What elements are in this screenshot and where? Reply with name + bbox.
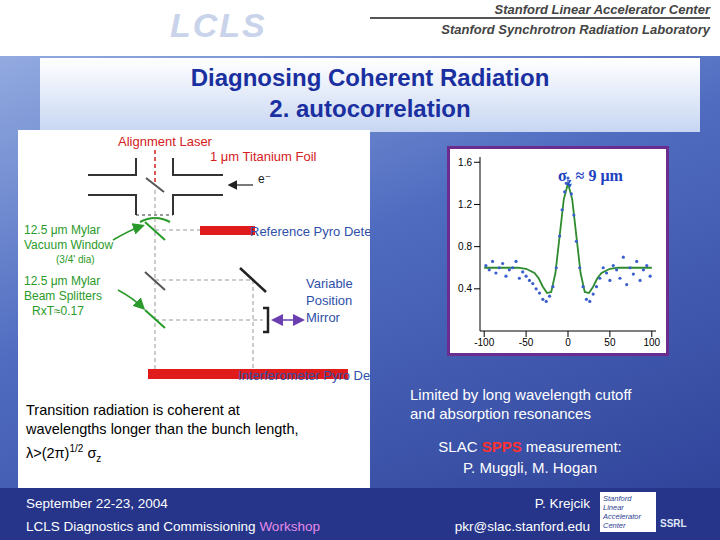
svg-text:RxT≈0.17: RxT≈0.17 — [32, 304, 84, 318]
svg-text:Alignment Laser: Alignment Laser — [118, 134, 213, 149]
html-text:pkr@slac.stanford.edu: pkr@slac.stanford.edu — [454, 519, 590, 534]
html-text:LCLS: LCLS — [170, 6, 267, 44]
svg-text:Vacuum Window: Vacuum Window — [24, 238, 113, 252]
html-text:Limited by long wavelength cut: Limited by long wavelength cutoff — [410, 386, 632, 403]
html-text:Stanford Linear Accelerator Ce: Stanford Linear Accelerator Center — [494, 2, 710, 17]
svg-text:Beam Splitters: Beam Splitters — [24, 289, 102, 303]
svg-text:Interferometer Pyro Detector: Interferometer Pyro Detector — [238, 368, 370, 383]
html-text:P. Krejcik: P. Krejcik — [534, 496, 590, 511]
html-text:Accelerator: Accelerator — [603, 512, 641, 521]
html-text:Stanford Synchrotron Radiation: Stanford Synchrotron Radiation Laborator… — [441, 22, 710, 37]
svg-text:12.5 μm Mylar: 12.5 μm Mylar — [24, 223, 100, 237]
svg-text:-50: -50 — [519, 337, 534, 348]
svg-text:50: 50 — [604, 337, 616, 348]
html-text:SLAC SPPS measurement:: SLAC SPPS measurement: — [438, 438, 622, 455]
svg-text:0.8: 0.8 — [458, 241, 472, 252]
html-text:Linear: Linear — [603, 503, 624, 512]
html-text:Center: Center — [603, 521, 626, 530]
svg-text:-100: -100 — [474, 337, 494, 348]
html-text:wavelengths longer than the bu: wavelengths longer than the bunch length… — [26, 421, 299, 437]
html-text:Diagnosing Coherent Radiation: Diagnosing Coherent Radiation — [190, 64, 550, 91]
html-text:λ>(2π)1/2σz: λ>(2π)1/2σz — [26, 443, 102, 464]
svg-text:0.4: 0.4 — [458, 283, 472, 294]
svg-text:Mirror: Mirror — [306, 310, 341, 325]
html-text:σz≈ 9 μm: σz≈ 9 μm — [558, 167, 623, 188]
html-text:Stanford: Stanford — [603, 494, 632, 503]
svg-text:Variable: Variable — [306, 276, 353, 291]
html-text:P. Muggli, M. Hogan: P. Muggli, M. Hogan — [463, 459, 597, 476]
svg-text:12.5 μm Mylar: 12.5 μm Mylar — [24, 274, 100, 288]
svg-text:(3/4' dia): (3/4' dia) — [56, 254, 95, 265]
svg-text:100: 100 — [643, 337, 660, 348]
html-text:SSRL: SSRL — [660, 518, 687, 529]
svg-text:e⁻: e⁻ — [258, 172, 271, 186]
svg-text:1 μm Titanium Foil: 1 μm Titanium Foil — [210, 149, 317, 164]
svg-text:Position: Position — [306, 293, 352, 308]
html-text:LCLS Diagnostics and Commissio: LCLS Diagnostics and Commissioning Works… — [26, 519, 320, 534]
svg-text:1.6: 1.6 — [458, 157, 472, 168]
html-text:September 22-23, 2004: September 22-23, 2004 — [26, 496, 168, 511]
html-text:Transition radiation is cohere: Transition radiation is coherent at — [26, 402, 240, 418]
svg-text:0: 0 — [565, 337, 571, 348]
html-text:and absorption resonances: and absorption resonances — [410, 405, 591, 422]
html-text:2. autocorrelation: 2. autocorrelation — [269, 95, 471, 122]
svg-text:1.2: 1.2 — [458, 199, 472, 210]
svg-text:Reference Pyro Detector: Reference Pyro Detector — [250, 224, 370, 239]
